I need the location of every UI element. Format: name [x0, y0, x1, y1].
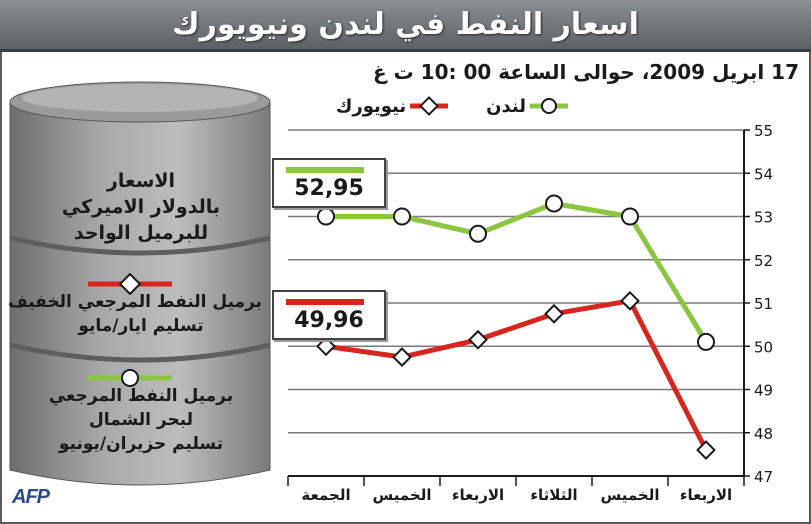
y-tick-label: 54	[754, 165, 773, 183]
legend-label-newyork: نيويورك	[335, 95, 407, 117]
barrel-north-line2: لبحر الشمال	[88, 410, 194, 430]
legend-item-london: لندن	[480, 96, 572, 117]
y-tick-label: 53	[754, 209, 773, 227]
data-point-london	[621, 207, 639, 226]
y-tick-label: 52	[754, 252, 773, 270]
data-point-newyork	[316, 336, 336, 357]
y-tick-label: 48	[754, 425, 773, 443]
x-tick-label: الجمعة	[301, 486, 350, 504]
newyork-price-stripe	[286, 299, 364, 305]
london-price-stripe	[286, 167, 364, 173]
legend-item-newyork: نيويورك	[330, 96, 452, 117]
page-title: اسعار النفط في لندن ونيويورك	[172, 7, 639, 42]
x-tick-label: الخميس	[601, 486, 660, 504]
data-point-newyork	[620, 290, 640, 311]
title-bar: اسعار النفط في لندن ونيويورك	[0, 0, 811, 52]
series-line-london	[326, 201, 709, 344]
legend-newyork-marker-icon	[410, 96, 449, 116]
barrel-london-marker-icon	[121, 369, 139, 387]
x-tick-label: الاربعاء	[452, 486, 504, 504]
barrel-light-line2: تسليم ايار/مايو	[78, 316, 204, 336]
y-tick-label: 49	[754, 382, 773, 400]
barrel-north-line3: تسليم حزيران/يونيو	[58, 434, 224, 454]
afp-logo: AFP	[12, 486, 50, 508]
data-point-london	[545, 194, 563, 213]
data-point-newyork	[696, 440, 716, 460]
london-price-box: 52,95	[272, 158, 386, 208]
subtitle: 17 ابريل 2009، حوالى الساعة 00 :10 ت غ	[372, 60, 799, 84]
barrel-units-line3: للبرميل الواحد	[73, 222, 209, 244]
x-tick-label: الخميس	[373, 486, 432, 504]
data-point-london	[469, 224, 487, 243]
legend-label-london: لندن	[486, 95, 526, 117]
barrel-units-line1: الاسعار	[106, 170, 176, 192]
x-tick-label: الاربعاء	[680, 486, 732, 504]
y-tick-label: 51	[754, 295, 773, 313]
legend-london-marker-icon	[530, 98, 568, 114]
y-tick-label: 55	[754, 122, 773, 140]
barrel-newyork-marker-icon	[118, 272, 142, 296]
data-point-london	[697, 332, 715, 351]
data-point-newyork	[468, 329, 488, 350]
newyork-price-box: 49,96	[272, 290, 386, 340]
barrel-units-line2: بالدولار الاميركي	[61, 196, 221, 218]
data-point-newyork	[392, 347, 412, 367]
data-point-london	[393, 207, 411, 226]
barrel-light-line1: برميل النفط المرجعي الخفيف	[7, 292, 263, 312]
x-tick-label: الثلاثاء	[530, 486, 577, 504]
newyork-price-value: 49,96	[294, 308, 364, 333]
y-tick-label: 50	[754, 338, 773, 356]
barrel-north-line1: برميل النفط المرجعي	[48, 386, 234, 406]
series-line-newyork	[325, 298, 709, 452]
data-point-newyork	[544, 303, 564, 324]
london-price-value: 52,95	[294, 176, 364, 201]
legend: لندن نيويورك	[282, 92, 572, 120]
data-point-london	[317, 207, 335, 226]
y-tick-label: 47	[754, 468, 773, 486]
